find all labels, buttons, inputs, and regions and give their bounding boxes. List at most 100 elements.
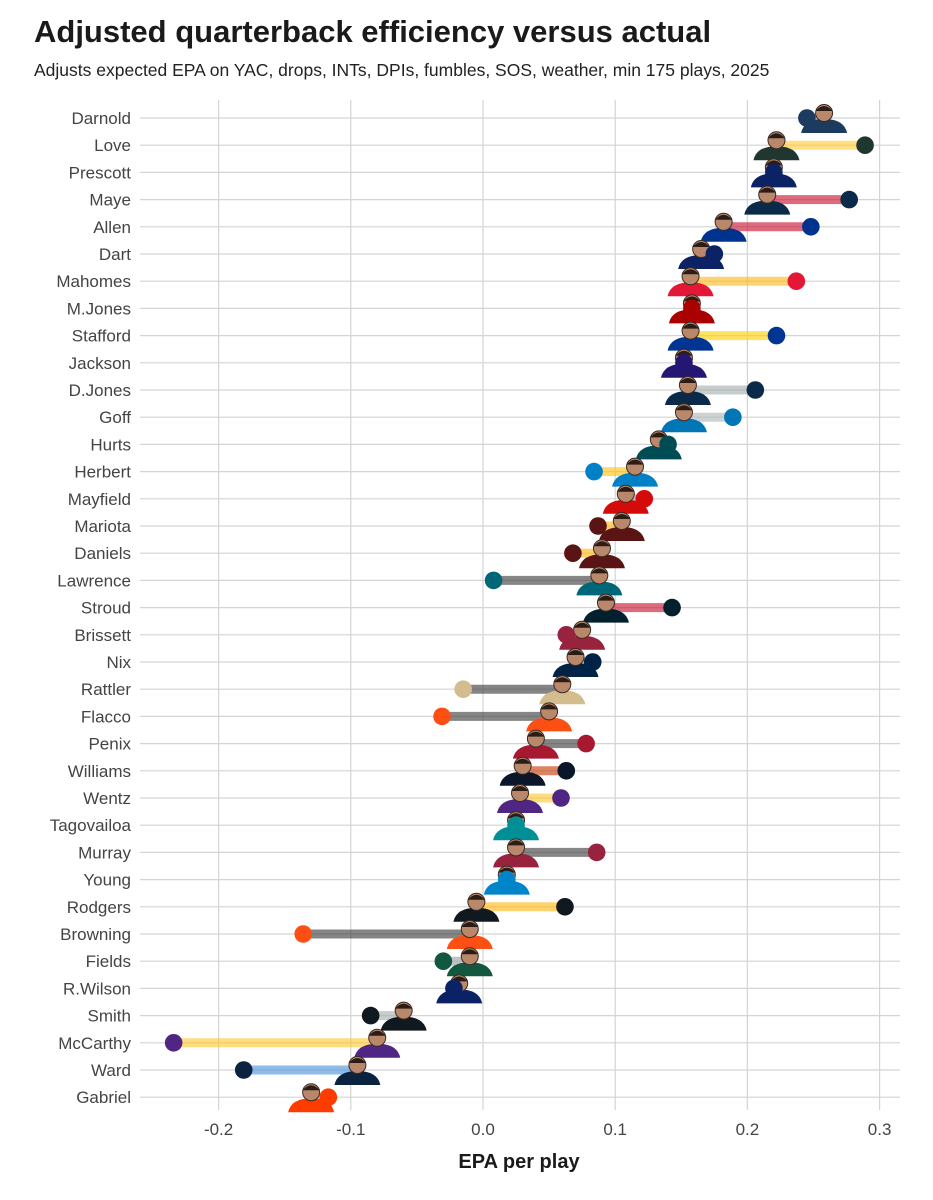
qb-label: D.Jones bbox=[69, 381, 131, 400]
qb-actual-dot bbox=[583, 653, 602, 671]
hair-shape bbox=[767, 133, 785, 139]
x-tick-label: 0.1 bbox=[603, 1120, 627, 1139]
qb-label: Allen bbox=[93, 218, 131, 237]
x-axis-ticks: -0.2 -0.1 0.0 0.1 0.2 0.3 bbox=[204, 1120, 891, 1139]
hair-shape bbox=[527, 731, 545, 737]
qb-label: Murray bbox=[78, 843, 131, 862]
qb-label: Brissett bbox=[74, 626, 131, 645]
qb-label: Mahomes bbox=[56, 272, 131, 291]
qb-headshot-marker bbox=[667, 321, 714, 351]
qb-actual-dot bbox=[705, 245, 724, 263]
qb-actual-dot bbox=[507, 816, 525, 834]
qb-actual-dot bbox=[433, 707, 451, 726]
qb-actual-dot bbox=[767, 326, 786, 345]
qb-headshot-marker bbox=[493, 838, 540, 868]
qb-label: R.Wilson bbox=[63, 979, 131, 998]
grid-lines bbox=[140, 100, 900, 1110]
hair-shape bbox=[590, 568, 608, 574]
jersey-shape bbox=[526, 717, 573, 732]
qb-headshot-marker bbox=[446, 947, 493, 977]
jersey-shape bbox=[512, 744, 559, 759]
qb-headshot-marker bbox=[667, 267, 714, 297]
y-axis-labels: Darnold Love Prescott Maye Allen Dart Mahomes M… bbox=[50, 109, 132, 1107]
qb-label: Dart bbox=[99, 245, 131, 264]
hair-shape bbox=[679, 378, 697, 383]
jersey-shape bbox=[334, 1071, 381, 1085]
qb-actual-dot bbox=[577, 734, 595, 753]
hair-shape bbox=[368, 1030, 386, 1036]
qb-headshot-marker bbox=[446, 920, 493, 949]
qb-label: Lawrence bbox=[57, 571, 131, 590]
qb-label: Stafford bbox=[72, 327, 131, 346]
qb-actual-dot bbox=[589, 517, 607, 535]
qb-actual-dot bbox=[234, 1061, 253, 1079]
qb-actual-dot bbox=[635, 490, 654, 508]
jersey-shape bbox=[446, 935, 493, 949]
hair-shape bbox=[553, 677, 571, 683]
qb-headshot-marker bbox=[578, 539, 625, 569]
qb-actual-dot bbox=[659, 435, 677, 454]
qb-headshot-marker bbox=[539, 675, 586, 705]
hair-shape bbox=[682, 323, 700, 329]
x-tick-label: 0.3 bbox=[868, 1120, 892, 1139]
hair-shape bbox=[617, 486, 635, 492]
qb-actual-dot bbox=[746, 381, 765, 399]
qb-headshot-marker bbox=[576, 566, 623, 596]
hair-shape bbox=[567, 650, 585, 655]
qb-headshot-marker bbox=[598, 512, 645, 541]
hair-shape bbox=[613, 514, 631, 519]
jersey-shape bbox=[744, 200, 791, 215]
qb-label: Ward bbox=[91, 1061, 131, 1080]
qb-label: Stroud bbox=[81, 599, 131, 618]
jersey-shape bbox=[598, 527, 645, 541]
qb-actual-dot bbox=[434, 952, 453, 970]
hair-shape bbox=[573, 622, 591, 628]
qb-label: Rodgers bbox=[67, 898, 131, 917]
qb-label: Penix bbox=[88, 735, 131, 754]
qb-headshot-marker bbox=[526, 702, 573, 732]
qb-actual-dot bbox=[765, 163, 783, 182]
qb-label: McCarthy bbox=[58, 1034, 131, 1053]
qb-headshot-marker bbox=[801, 104, 848, 133]
qb-actual-dot bbox=[675, 354, 693, 372]
jersey-shape bbox=[753, 146, 800, 161]
qb-actual-dot bbox=[557, 626, 576, 644]
jersey-shape bbox=[453, 907, 500, 922]
qb-actual-dot bbox=[798, 109, 816, 127]
hair-shape bbox=[675, 405, 693, 411]
chart-title: Adjusted quarterback efficiency versus a… bbox=[34, 14, 712, 49]
jersey-shape bbox=[664, 391, 711, 405]
jersey-shape bbox=[700, 227, 747, 242]
x-axis-label: EPA per play bbox=[458, 1151, 580, 1173]
qb-actual-dot bbox=[724, 408, 742, 427]
qb-headshot-marker bbox=[512, 729, 559, 759]
qb-label: Mayfield bbox=[68, 490, 131, 509]
hair-shape bbox=[507, 813, 525, 819]
chart-subtitle: Adjusts expected EPA on YAC, drops, INTs… bbox=[34, 60, 770, 80]
hair-shape bbox=[692, 242, 710, 247]
qb-label: Wentz bbox=[83, 789, 131, 808]
hair-shape bbox=[461, 922, 479, 927]
qb-actual-dot bbox=[802, 218, 820, 236]
hair-shape bbox=[593, 541, 611, 547]
jersey-shape bbox=[354, 1043, 401, 1058]
qb-actual-dot bbox=[164, 1034, 183, 1052]
qb-label: Gabriel bbox=[76, 1088, 131, 1107]
qb-actual-dot bbox=[564, 544, 582, 562]
qb-headshot-marker bbox=[582, 593, 629, 623]
qb-label: Williams bbox=[68, 762, 131, 781]
jersey-shape bbox=[499, 771, 546, 786]
jersey-shape bbox=[578, 554, 625, 569]
qb-headshot-marker bbox=[334, 1056, 381, 1085]
hair-shape bbox=[514, 758, 532, 764]
jersey-shape bbox=[612, 472, 659, 487]
qb-label: Hurts bbox=[90, 435, 131, 454]
qb-headshot-marker bbox=[664, 376, 711, 405]
qb-headshot-marker bbox=[497, 784, 544, 813]
marker-layer bbox=[164, 104, 874, 1113]
qb-headshot-marker bbox=[380, 1001, 427, 1031]
qb-actual-dot bbox=[787, 272, 806, 291]
jersey-shape bbox=[539, 690, 586, 705]
qb-label: M.Jones bbox=[67, 299, 131, 318]
qb-actual-dot bbox=[587, 843, 606, 862]
